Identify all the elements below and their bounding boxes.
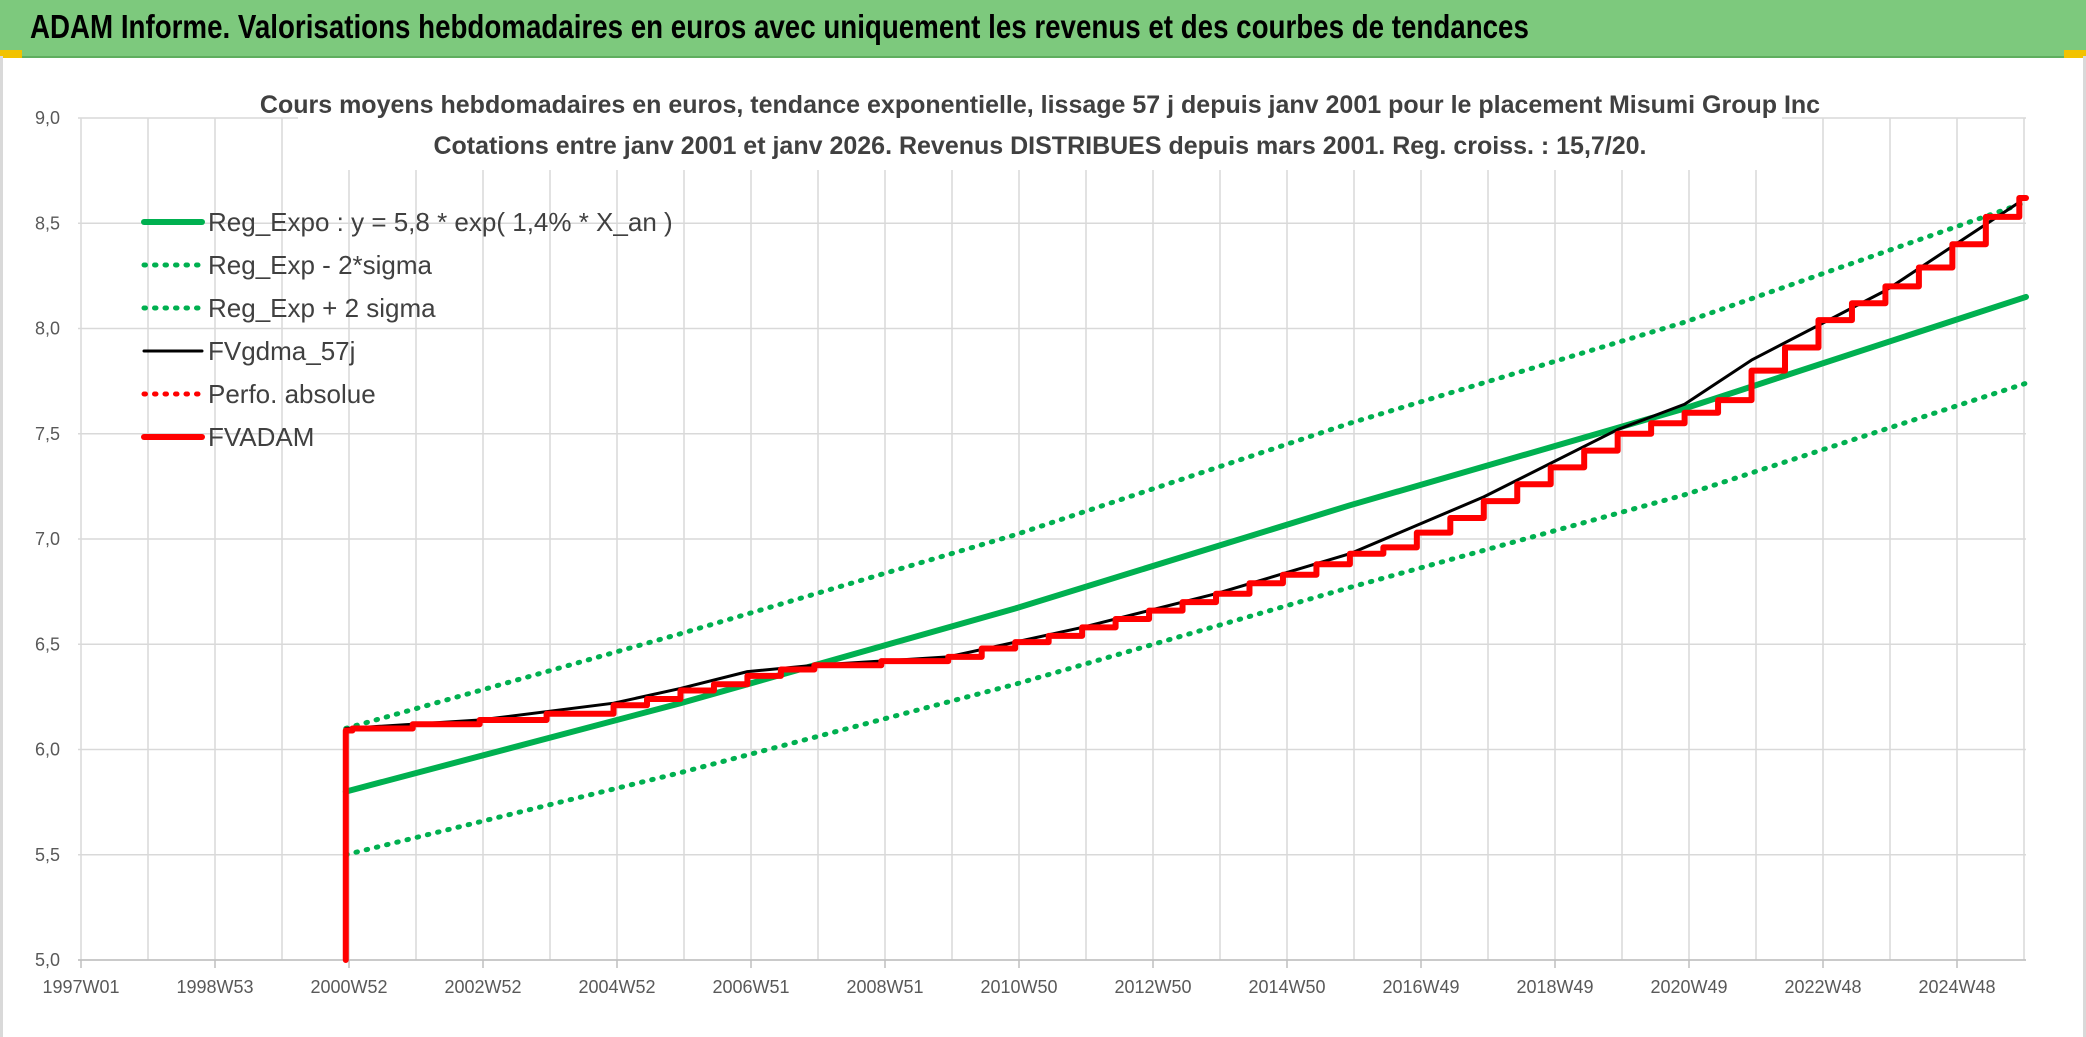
legend-label: Reg_Exp - 2*sigma [208, 250, 433, 280]
x-tick-label: 2010W50 [980, 977, 1057, 997]
legend-label: Reg_Expo : y = 5,8 * exp( 1,4% * X_an ) [208, 207, 673, 237]
chart-frame [0, 56, 2086, 1037]
x-tick-label: 2008W51 [846, 977, 923, 997]
y-tick-label: 5,5 [35, 845, 60, 865]
x-tick-label: 2020W49 [1650, 977, 1727, 997]
x-tick-label: 2004W52 [578, 977, 655, 997]
chart-subtitle: Cotations entre janv 2001 et janv 2026. … [433, 132, 1646, 160]
x-tick-label: 2014W50 [1248, 977, 1325, 997]
y-tick-label: 7,0 [35, 529, 60, 549]
chart-title: Cours moyens hebdomadaires en euros, ten… [260, 91, 1820, 119]
corner-marker-right [2064, 50, 2086, 58]
series-line-3 [344, 200, 2021, 730]
x-tick-label: 1997W01 [42, 977, 119, 997]
legend-label: FVADAM [208, 422, 314, 452]
series-lines [342, 194, 2029, 963]
corner-marker-left [0, 50, 22, 58]
y-tick-label: 6,5 [35, 634, 60, 654]
x-axis-labels: 1997W01 1998W53 2000W52 2002W52 2004W52 2006W… [42, 977, 1995, 997]
header-bar: ADAM Informe. Valorisations hebdomadaire… [0, 0, 2086, 58]
x-tick-label: 2018W49 [1516, 977, 1593, 997]
series-line-5 [342, 194, 2029, 963]
page-title: ADAM Informe. Valorisations hebdomadaire… [30, 8, 1529, 45]
legend-label: Reg_Exp + 2 sigma [208, 293, 436, 323]
series-line-2 [343, 199, 2029, 731]
legend-label: FVgdma_57j [208, 336, 355, 366]
x-tick-label: 2006W51 [712, 977, 789, 997]
legend-label: Perfo. absolue [208, 379, 376, 409]
y-tick-label: 6,0 [35, 740, 60, 760]
y-tick-label: 8,5 [35, 213, 60, 233]
series-line-0 [342, 293, 2029, 795]
y-tick-label: 5,0 [35, 950, 60, 970]
title-background [298, 84, 1782, 170]
y-tick-label: 7,5 [35, 424, 60, 444]
grid [78, 117, 2026, 968]
x-tick-label: 2000W52 [310, 977, 387, 997]
legend: Reg_Expo : y = 5,8 * exp( 1,4% * X_an ) R… [141, 207, 673, 452]
y-tick-label: 9,0 [35, 108, 60, 128]
x-tick-label: 2012W50 [1114, 977, 1191, 997]
x-tick-label: 2022W48 [1784, 977, 1861, 997]
x-tick-label: 2016W49 [1382, 977, 1459, 997]
x-tick-label: 2024W48 [1918, 977, 1995, 997]
y-tick-label: 8,0 [35, 319, 60, 339]
y-axis-labels: 5,0 5,5 6,0 6,5 7,0 7,5 8,0 8,5 9,0 [35, 108, 60, 970]
x-tick-label: 1998W53 [176, 977, 253, 997]
series-line-1 [343, 380, 2029, 858]
x-tick-label: 2002W52 [444, 977, 521, 997]
